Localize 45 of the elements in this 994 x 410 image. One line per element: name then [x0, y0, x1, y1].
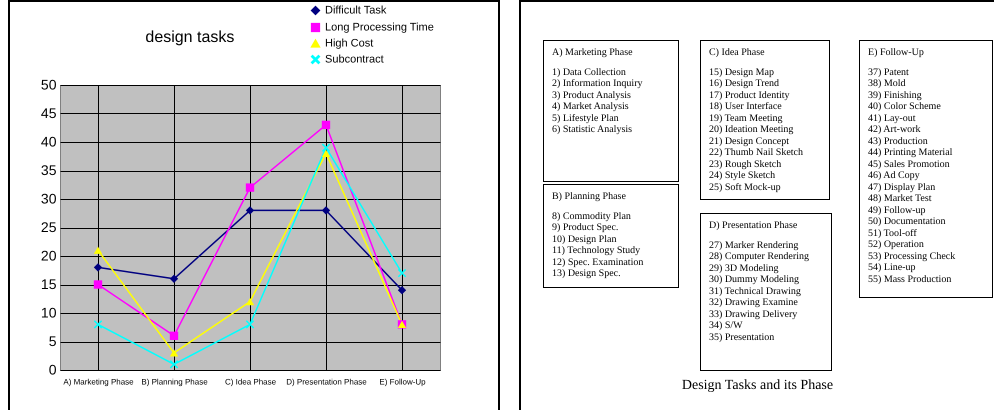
point — [322, 120, 330, 130]
x-tick-label: A) Marketing Phase — [63, 378, 134, 386]
text: A) Marketing Phase 1) Data Collection 2) Information Inquiry 3) Product Analysis 4) Market Analysis 5) Lifestyle Plan 6) Statistic Analysis — [552, 47, 644, 136]
legend-label: Long Processing Time — [325, 22, 434, 34]
point — [94, 280, 102, 289]
point — [170, 360, 178, 368]
y-tick-label: 10 — [40, 304, 57, 320]
point — [94, 246, 102, 254]
point — [246, 183, 254, 192]
point — [322, 144, 330, 152]
legend-label: Subcontract — [325, 54, 384, 66]
text: E) Follow-Up 37) Patent 38) Mold 39) Finishing 40) Color Scheme 41) Lay-out 42) Art-work 43) Production 44) Printing Material 45) Sales Promotion 46) Ad Copy 47) Display Plan 48) Market Test 49) Follow-up 50) Documentation 51) Tool-off 52) Operation 53) Processing Check 54) Line-up 55) Mass Production — [868, 47, 956, 284]
y-tick-label: 15 — [40, 276, 57, 292]
y-tick-label: 5 — [48, 333, 57, 349]
y-tick-label: 20 — [40, 248, 57, 264]
chart-title: design tasks — [145, 29, 234, 46]
legend-label: Difficult Task — [325, 4, 387, 16]
legend-label: High Cost — [325, 38, 374, 50]
text: D) Presentation Phase 27) Marker Rendering 28) Computer Rendering 29) 3D Modeling 30) Dummy Modeling 31) Technical Drawing 32) Drawing Examine 33) Drawing Delivery 34) S/W 35) Presentation — [709, 220, 809, 342]
point — [170, 274, 178, 283]
point — [322, 206, 330, 215]
y-tick-label: 25 — [40, 219, 57, 235]
point — [170, 332, 178, 340]
text: Design Tasks and its Phase — [680, 378, 834, 394]
point — [170, 349, 178, 357]
y-tick-label: 45 — [40, 105, 57, 121]
y-tick-label: 40 — [40, 134, 57, 150]
point — [398, 268, 406, 278]
y-tick-label: 30 — [40, 190, 57, 206]
point — [94, 263, 102, 272]
point — [94, 320, 102, 329]
point — [246, 320, 254, 329]
point — [322, 150, 330, 158]
point — [398, 286, 406, 294]
x-tick-label: C) Idea Phase — [224, 378, 277, 386]
x-tick-label: B) Planning Phase — [141, 378, 208, 386]
point — [246, 206, 254, 215]
y-tick-label: 50 — [40, 76, 57, 92]
x-tick-label: E) Follow-Up — [379, 378, 426, 386]
y-tick-label: 35 — [40, 162, 57, 178]
text: C) Idea Phase 15) Design Map 16) Design Trend 17) Product Identity 18) User Interface 19) Team Meeting 20) Ideation Meeting 21) Design Concept 22) Thumb Nail Sketch 23) Rough Sketch 24) Style Sketch 25) Soft Mock-up — [709, 47, 803, 192]
y-tick-label: 0 — [48, 362, 57, 378]
x-tick-label: D) Presentation Phase — [286, 378, 368, 386]
point — [246, 298, 254, 306]
text: B) Planning Phase 8) Commodity Plan 9) Product Spec. 10) Design Plan 11) Technology Study 12) Spec. Examination 13) Design Spec. — [552, 191, 644, 280]
